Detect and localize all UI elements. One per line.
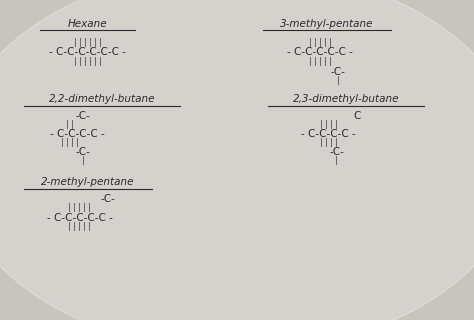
- Text: | | | | |: | | | | |: [309, 57, 331, 66]
- Text: 2,2-dimethyl-butane: 2,2-dimethyl-butane: [49, 94, 155, 104]
- Text: - C-C-C-C -: - C-C-C-C -: [50, 129, 105, 139]
- Text: -C-: -C-: [329, 147, 344, 157]
- Text: | |: | |: [66, 120, 74, 129]
- Text: | | | |: | | | |: [319, 138, 337, 147]
- Text: - C-C-C-C-C -: - C-C-C-C-C -: [287, 47, 353, 57]
- Text: - C-C-C-C-C-C -: - C-C-C-C-C-C -: [49, 47, 126, 57]
- Text: |: |: [335, 156, 338, 165]
- Text: | | | |: | | | |: [319, 120, 337, 129]
- Text: | | | | |: | | | | |: [68, 204, 91, 212]
- Text: | | | | |: | | | | |: [309, 38, 331, 47]
- Text: - C-C-C-C -: - C-C-C-C -: [301, 129, 356, 139]
- Text: | | | |: | | | |: [61, 138, 79, 147]
- Text: Hexane: Hexane: [68, 19, 108, 29]
- Text: -C-: -C-: [75, 147, 91, 157]
- Text: 2,3-dimethyl-butane: 2,3-dimethyl-butane: [293, 94, 399, 104]
- Text: |: |: [337, 76, 339, 85]
- Text: -C-: -C-: [330, 67, 346, 77]
- Text: - C-C-C-C-C -: - C-C-C-C-C -: [47, 212, 112, 223]
- Text: 3-methyl-pentane: 3-methyl-pentane: [280, 19, 374, 29]
- Text: C: C: [353, 111, 361, 121]
- Text: |: |: [82, 156, 84, 165]
- Text: | | | | |: | | | | |: [68, 222, 91, 231]
- Text: | | | | | |: | | | | | |: [74, 38, 101, 47]
- Text: -C-: -C-: [100, 194, 116, 204]
- Text: -C-: -C-: [75, 111, 91, 121]
- Text: | | | | | |: | | | | | |: [74, 57, 101, 66]
- Text: 2-methyl-pentane: 2-methyl-pentane: [41, 177, 135, 188]
